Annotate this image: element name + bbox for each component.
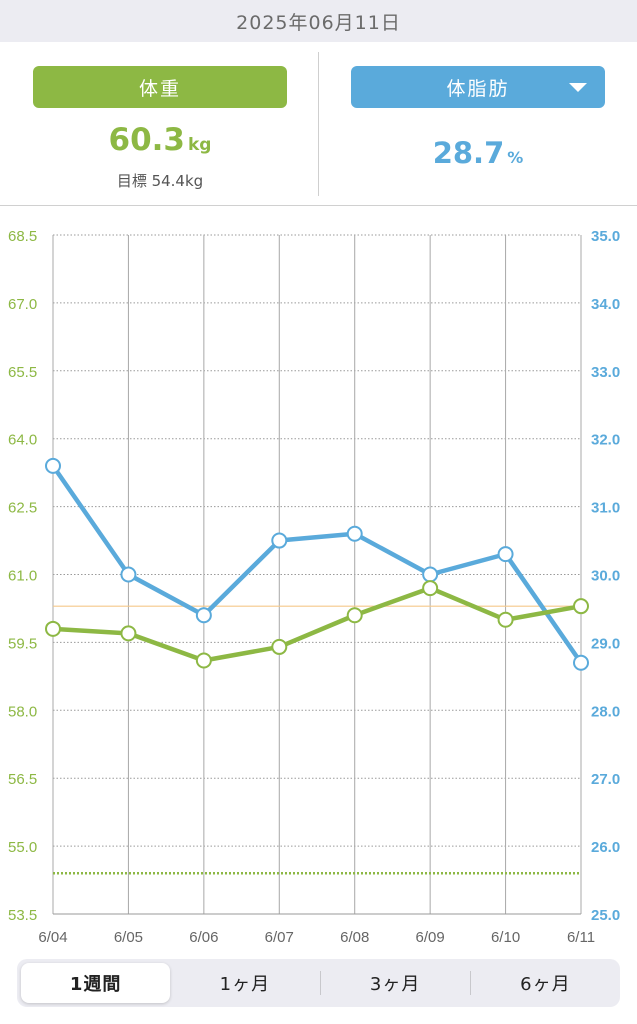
period-tab-1week[interactable]: 1週間 bbox=[21, 963, 171, 1003]
y-left-tick-label: 64.0 bbox=[8, 432, 37, 449]
date-header: 2025年06月11日 bbox=[0, 0, 637, 42]
summary-panel: 体重 60.3 kg 目標 54.4kg 体脂肪 28.7 % bbox=[0, 42, 637, 206]
x-tick-label: 6/05 bbox=[114, 929, 143, 946]
x-tick-label: 6/04 bbox=[38, 929, 67, 946]
weight-point bbox=[120, 625, 137, 642]
period-tab-1month[interactable]: 1ヶ月 bbox=[170, 963, 319, 1003]
line-chart: 68.5 35.0 67.0 34.0 65.5 33.0 64.0 32.0 62.5 31.0… bbox=[8, 228, 620, 946]
bodyfat-value: 28.7 % bbox=[351, 136, 605, 170]
bodyfat-point bbox=[346, 525, 363, 542]
period-tab-label: 1ヶ月 bbox=[219, 974, 271, 995]
x-tick-label: 6/08 bbox=[340, 929, 369, 946]
bodyfat-tab-label: 体脂肪 bbox=[446, 77, 510, 100]
period-separator bbox=[469, 971, 471, 995]
y-right-tick-label: 26.0 bbox=[591, 839, 620, 856]
bodyfat-point bbox=[497, 546, 514, 563]
y-right-tick-label: 29.0 bbox=[591, 635, 620, 652]
bodyfat-point bbox=[195, 607, 212, 624]
period-tab-label: 1週間 bbox=[69, 974, 122, 995]
period-tab-3months[interactable]: 3ヶ月 bbox=[321, 963, 470, 1003]
y-right-tick-label: 28.0 bbox=[591, 703, 620, 720]
y-right-tick-label: 31.0 bbox=[591, 500, 620, 517]
y-left-tick-label: 55.0 bbox=[8, 839, 37, 856]
weight-value: 60.3 kg bbox=[33, 122, 287, 158]
x-tick-label: 6/11 bbox=[567, 929, 595, 946]
weight-point bbox=[45, 620, 61, 637]
y-left-tick-label: 68.5 bbox=[8, 228, 37, 245]
y-right-tick-label: 30.0 bbox=[591, 568, 620, 585]
x-tick-label: 6/06 bbox=[189, 929, 218, 946]
y-left-tick-label: 62.5 bbox=[8, 500, 37, 517]
bodyfat-point bbox=[120, 566, 137, 583]
weight-point bbox=[422, 580, 439, 597]
weight-point bbox=[573, 598, 589, 615]
caret-down-icon bbox=[569, 83, 587, 92]
date-label: 2025年06月11日 bbox=[236, 11, 401, 34]
weight-number: 60.3 bbox=[108, 122, 186, 158]
x-tick-label: 6/10 bbox=[491, 929, 520, 946]
y-right-tick-label: 34.0 bbox=[591, 296, 620, 313]
weight-tab-button[interactable]: 体重 bbox=[33, 66, 287, 108]
period-tab-label: 3ヶ月 bbox=[369, 974, 421, 995]
period-selector: 1週間 1ヶ月 3ヶ月 6ヶ月 bbox=[17, 959, 620, 1007]
y-right-tick-label: 33.0 bbox=[591, 364, 620, 381]
y-left-tick-label: 67.0 bbox=[8, 296, 37, 313]
weight-point bbox=[497, 611, 514, 628]
y-right-tick-label: 25.0 bbox=[591, 907, 620, 924]
bodyfat-series-line bbox=[51, 464, 583, 665]
weight-point bbox=[195, 652, 212, 669]
y-right-tick-label: 32.0 bbox=[591, 432, 620, 449]
weight-unit: kg bbox=[188, 135, 212, 155]
y-left-tick-label: 59.5 bbox=[8, 635, 37, 652]
summary-divider bbox=[318, 52, 319, 196]
bodyfat-point bbox=[422, 566, 439, 583]
bodyfat-unit: % bbox=[507, 148, 524, 167]
weight-tab-label: 体重 bbox=[138, 77, 181, 100]
period-tab-label: 6ヶ月 bbox=[520, 974, 571, 995]
bodyfat-dropdown-button[interactable]: 体脂肪 bbox=[351, 66, 605, 108]
period-tab-6months[interactable]: 6ヶ月 bbox=[471, 963, 620, 1003]
y-left-tick-label: 56.5 bbox=[8, 771, 37, 788]
x-tick-label: 6/07 bbox=[265, 929, 294, 946]
y-right-tick-label: 27.0 bbox=[591, 771, 620, 788]
x-tick-label: 6/09 bbox=[416, 929, 445, 946]
weight-point bbox=[346, 607, 363, 624]
chart-area[interactable]: 68.5 35.0 67.0 34.0 65.5 33.0 64.0 32.0 62.5 31.0… bbox=[0, 207, 637, 947]
y-left-tick-label: 61.0 bbox=[8, 568, 37, 585]
y-right-tick-label: 35.0 bbox=[591, 228, 620, 245]
bodyfat-number: 28.7 bbox=[432, 136, 505, 170]
y-left-tick-label: 58.0 bbox=[8, 703, 37, 720]
bodyfat-point bbox=[271, 532, 288, 549]
bodyfat-point bbox=[45, 457, 61, 474]
weight-series-line bbox=[52, 585, 582, 663]
bodyfat-point bbox=[573, 654, 589, 671]
goal-weight-label: 目標 54.4kg bbox=[116, 172, 204, 190]
y-left-tick-label: 65.5 bbox=[8, 364, 37, 381]
period-separator bbox=[319, 971, 321, 995]
weight-point bbox=[271, 638, 288, 655]
y-left-tick-label: 53.5 bbox=[8, 907, 37, 924]
